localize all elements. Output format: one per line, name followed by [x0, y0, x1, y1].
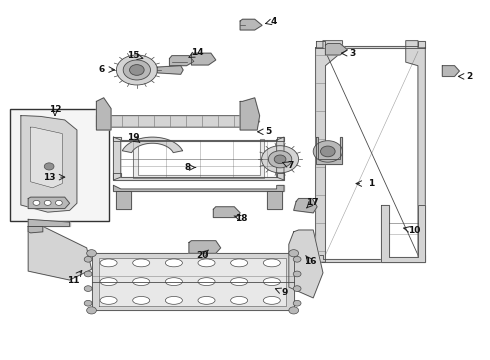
Circle shape [87, 307, 97, 314]
Polygon shape [114, 137, 284, 141]
Ellipse shape [133, 278, 150, 285]
Polygon shape [114, 185, 284, 192]
Polygon shape [170, 56, 194, 66]
Polygon shape [240, 98, 260, 130]
Ellipse shape [231, 296, 247, 304]
Polygon shape [277, 137, 284, 180]
Polygon shape [213, 207, 240, 217]
Text: 7: 7 [288, 161, 294, 170]
Ellipse shape [165, 278, 182, 285]
Ellipse shape [231, 259, 247, 267]
Polygon shape [28, 226, 92, 280]
Text: 20: 20 [196, 251, 209, 260]
Polygon shape [316, 137, 343, 164]
Circle shape [84, 256, 92, 262]
Circle shape [274, 155, 286, 163]
Circle shape [269, 151, 292, 168]
Ellipse shape [198, 296, 215, 304]
Ellipse shape [263, 278, 280, 285]
Circle shape [87, 249, 97, 257]
Text: 10: 10 [408, 226, 421, 235]
Polygon shape [157, 66, 183, 74]
Circle shape [293, 286, 301, 292]
Text: 13: 13 [43, 173, 55, 182]
Polygon shape [325, 44, 347, 55]
Polygon shape [133, 139, 265, 178]
Polygon shape [28, 226, 43, 233]
Polygon shape [28, 197, 70, 208]
Polygon shape [28, 219, 70, 226]
Circle shape [262, 146, 298, 173]
Ellipse shape [198, 259, 215, 267]
Text: 15: 15 [127, 51, 139, 60]
Circle shape [123, 60, 150, 80]
Circle shape [289, 307, 298, 314]
Polygon shape [30, 127, 62, 188]
Text: 18: 18 [235, 214, 247, 223]
Polygon shape [97, 116, 260, 127]
Polygon shape [192, 53, 216, 65]
Circle shape [44, 163, 54, 170]
Text: 3: 3 [349, 49, 355, 58]
Ellipse shape [100, 278, 117, 285]
Text: 4: 4 [271, 17, 277, 26]
Polygon shape [92, 253, 294, 310]
Polygon shape [99, 258, 287, 306]
Text: 8: 8 [185, 163, 191, 172]
Text: 14: 14 [191, 48, 203, 57]
Circle shape [44, 201, 51, 205]
Ellipse shape [263, 296, 280, 304]
Polygon shape [240, 19, 262, 30]
Circle shape [84, 271, 92, 277]
Circle shape [289, 249, 298, 257]
Text: 11: 11 [67, 276, 80, 285]
Circle shape [55, 201, 62, 205]
Ellipse shape [165, 296, 182, 304]
Circle shape [84, 300, 92, 306]
Polygon shape [21, 116, 77, 212]
Polygon shape [289, 230, 323, 298]
Ellipse shape [165, 259, 182, 267]
Ellipse shape [133, 259, 150, 267]
Text: 9: 9 [282, 288, 288, 297]
Text: 12: 12 [49, 105, 61, 114]
Polygon shape [267, 192, 282, 208]
Polygon shape [122, 137, 183, 153]
Ellipse shape [231, 278, 247, 285]
Polygon shape [406, 41, 425, 258]
Circle shape [293, 300, 301, 306]
Circle shape [129, 64, 144, 75]
Circle shape [313, 141, 343, 162]
Circle shape [33, 201, 40, 205]
Polygon shape [97, 98, 111, 130]
Ellipse shape [263, 259, 280, 267]
Text: 19: 19 [126, 133, 139, 142]
Text: 17: 17 [306, 198, 318, 207]
Text: 2: 2 [466, 72, 472, 81]
Polygon shape [381, 205, 425, 262]
Circle shape [116, 55, 157, 85]
Polygon shape [116, 192, 130, 208]
Polygon shape [316, 41, 425, 48]
Ellipse shape [198, 278, 215, 285]
Ellipse shape [100, 259, 117, 267]
Polygon shape [189, 241, 220, 253]
Polygon shape [316, 255, 425, 262]
Circle shape [84, 286, 92, 292]
Text: 1: 1 [368, 179, 374, 188]
Bar [10, 109, 109, 221]
Polygon shape [294, 199, 317, 213]
Ellipse shape [133, 296, 150, 304]
Text: 16: 16 [304, 257, 317, 266]
Circle shape [293, 256, 301, 262]
Ellipse shape [100, 296, 117, 304]
Polygon shape [316, 41, 343, 262]
Circle shape [293, 271, 301, 277]
Text: 5: 5 [265, 127, 271, 136]
Text: 6: 6 [98, 65, 104, 74]
Polygon shape [114, 137, 121, 180]
Circle shape [320, 146, 335, 157]
Polygon shape [442, 66, 460, 76]
Polygon shape [114, 173, 284, 180]
